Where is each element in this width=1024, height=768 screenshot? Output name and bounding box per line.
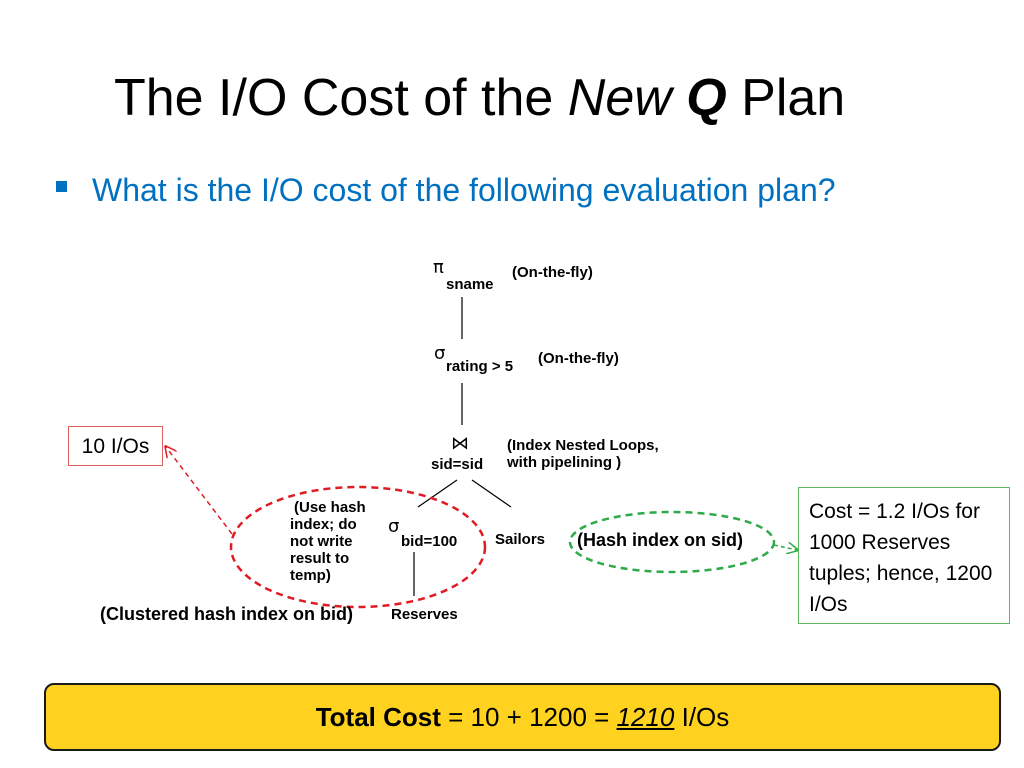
selection-subscript: rating > 5	[446, 358, 514, 375]
green-dashed-ellipse	[568, 510, 776, 574]
edge-join-selection-bid	[417, 479, 458, 508]
join-annotation-line1: (Index Nested Loops,	[507, 437, 659, 454]
title-text-new: New	[567, 69, 672, 127]
join-symbol: ⋈	[451, 433, 469, 454]
title-text-start: The I/O Cost of the	[114, 69, 568, 127]
clustered-hash-index-label: (Clustered hash index on bid)	[100, 604, 354, 624]
title-text-end: Plan	[726, 69, 846, 127]
red-dashed-ellipse	[229, 485, 487, 609]
total-cost-label: Total Cost	[315, 702, 441, 732]
total-cost-unit: I/Os	[674, 702, 730, 732]
hash-index-sid-label: (Hash index on sid)	[577, 530, 744, 550]
total-cost-value: 1210	[616, 702, 675, 732]
selection-bid-subscript: bid=100	[401, 533, 458, 550]
slide-title: The I/O Cost of the New Q Plan	[114, 58, 845, 138]
green-arrow	[773, 545, 797, 550]
red-arrow	[166, 447, 233, 535]
total-cost-bar: Total Cost = 10 + 1200 = 1210 I/Os	[44, 683, 1001, 751]
bullet-square-icon	[56, 181, 67, 192]
projection-subscript: sname	[446, 276, 494, 293]
io-cost-box-right: Cost = 1.2 I/Os for 1000 Reserves tuples…	[798, 487, 1010, 624]
total-cost-expression: = 10 + 1200 =	[440, 702, 617, 732]
sailors-relation: Sailors	[495, 531, 546, 548]
join-subscript: sid=sid	[431, 456, 484, 473]
edge-join-sailors	[471, 479, 512, 508]
reserves-relation: Reserves	[391, 606, 458, 623]
selection-symbol: σ	[434, 343, 446, 364]
join-annotation-line2: with pipelining )	[507, 454, 622, 471]
selection-annotation: (On-the-fly)	[538, 350, 619, 367]
selection-bid-symbol: σ	[388, 516, 400, 537]
hash-index-note: (Use hash index; do not write result to …	[290, 499, 366, 584]
title-text-q: Q	[686, 69, 727, 127]
projection-annotation: (On-the-fly)	[512, 264, 593, 281]
projection-symbol: π	[433, 257, 444, 278]
bullet-question: What is the I/O cost of the following ev…	[92, 172, 836, 208]
io-cost-box-left: 10 I/Os	[68, 426, 163, 466]
